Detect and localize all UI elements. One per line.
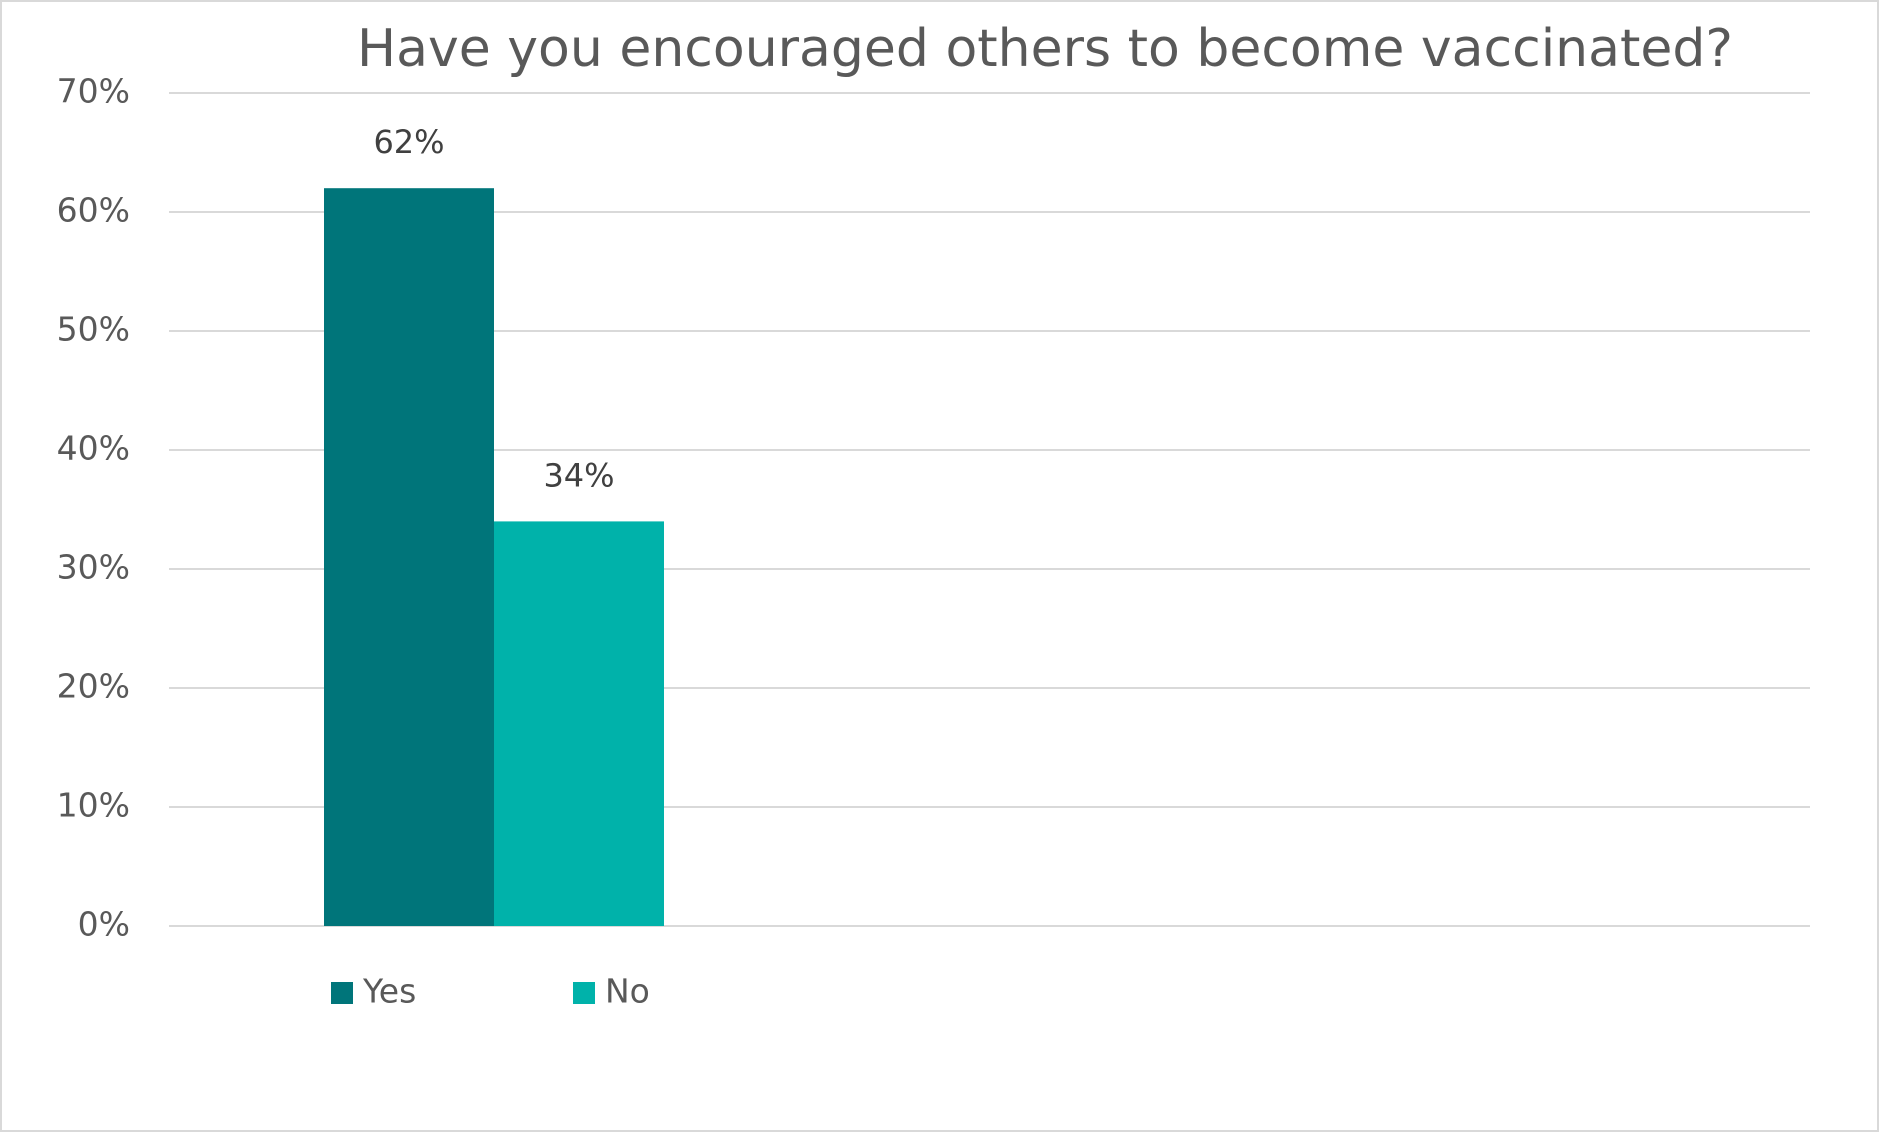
y-tick-label: 60% [57, 191, 130, 230]
y-tick-label: 0% [78, 905, 130, 944]
bar [494, 521, 664, 926]
y-tick-label: 50% [57, 310, 130, 349]
data-label: 34% [543, 456, 614, 494]
legend-swatch [331, 982, 353, 1004]
legend-label: No [605, 972, 650, 1011]
y-tick-label: 40% [57, 429, 130, 468]
y-tick-label: 20% [57, 667, 130, 706]
y-tick-label: 30% [57, 548, 130, 587]
chart-title: Have you encouraged others to become vac… [357, 19, 1733, 79]
legend-swatch [573, 982, 595, 1004]
data-label: 62% [373, 123, 444, 161]
legend-label: Yes [362, 972, 416, 1011]
y-tick-label: 70% [57, 72, 130, 111]
bar [324, 188, 494, 926]
y-tick-label: 10% [57, 786, 130, 825]
